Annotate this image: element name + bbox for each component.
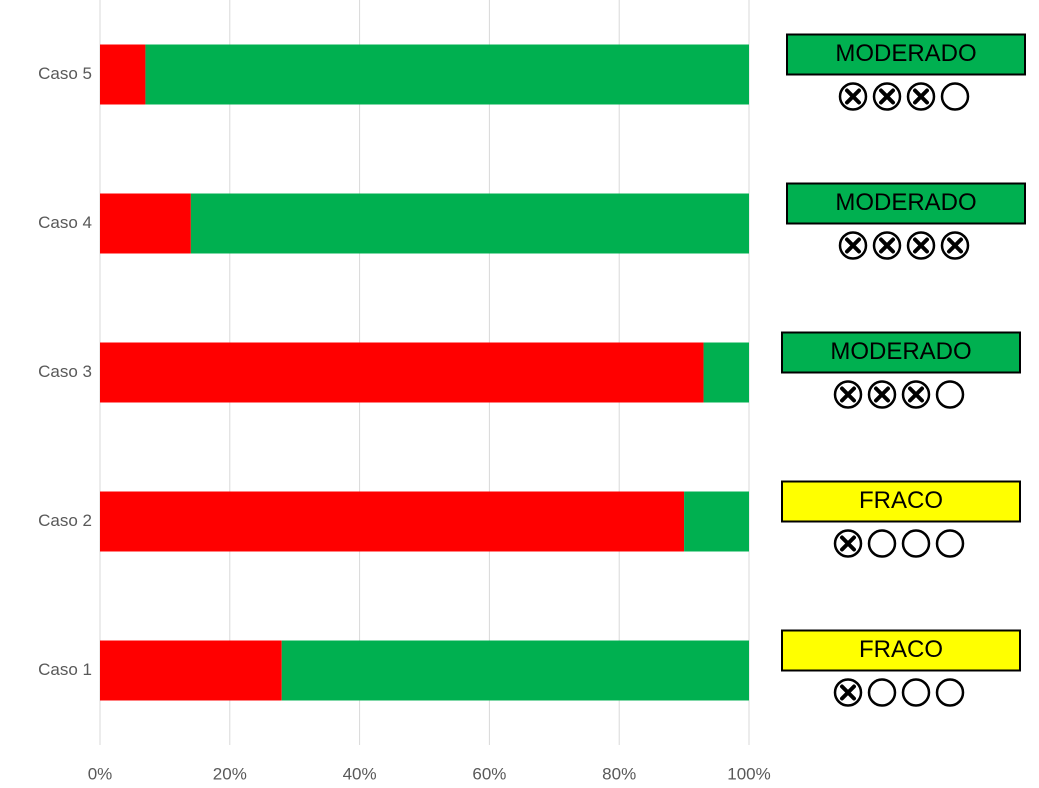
- cross: [845, 88, 861, 105]
- rating-label: FRACO: [859, 487, 943, 514]
- x-tick-label: 100%: [727, 764, 770, 783]
- y-tick-label: Caso 1: [38, 660, 92, 679]
- crossed-circle: [872, 231, 902, 260]
- bar-segment: [100, 491, 685, 552]
- crossed-circle: [833, 529, 863, 558]
- rating-label: MODERADO: [835, 189, 976, 216]
- circle: [901, 678, 931, 707]
- x-tick-label: 20%: [213, 764, 247, 783]
- rating-badge: [786, 182, 1026, 225]
- empty-circle: [901, 678, 931, 707]
- bar-segment: [100, 193, 191, 254]
- empty-circle: [935, 678, 965, 707]
- y-tick-label: Caso 4: [38, 213, 92, 232]
- circle: [935, 678, 965, 707]
- circle: [901, 529, 931, 558]
- cross: [845, 237, 861, 254]
- y-tick-label: Caso 2: [38, 511, 92, 530]
- crossed-circle: [833, 678, 863, 707]
- circle: [867, 678, 897, 707]
- circle: [940, 82, 970, 111]
- rating-badge: [781, 480, 1021, 523]
- cross: [840, 535, 856, 552]
- crossed-circle: [838, 231, 868, 260]
- circle: [935, 529, 965, 558]
- bar-segment: [190, 193, 750, 254]
- bar-segment: [684, 491, 749, 552]
- circle: [935, 380, 965, 409]
- crossed-circle: [901, 380, 931, 409]
- empty-circle: [867, 678, 897, 707]
- empty-circle: [935, 380, 965, 409]
- cross: [840, 684, 856, 701]
- circle: [867, 529, 897, 558]
- crossed-circle: [867, 380, 897, 409]
- bar-segment: [281, 640, 749, 701]
- crossed-circle: [906, 82, 936, 111]
- cross: [913, 237, 929, 254]
- bar-segment: [100, 44, 146, 105]
- rating-badge: [781, 629, 1021, 672]
- x-tick-label: 60%: [472, 764, 506, 783]
- empty-circle: [935, 529, 965, 558]
- x-tick-label: 40%: [343, 764, 377, 783]
- bar-segment: [100, 640, 282, 701]
- rating-label: MODERADO: [835, 40, 976, 67]
- x-tick-label: 80%: [602, 764, 636, 783]
- crossed-circle: [872, 82, 902, 111]
- crossed-circle: [940, 231, 970, 260]
- crossed-circle: [838, 82, 868, 111]
- crossed-circle: [833, 380, 863, 409]
- bar-segment: [100, 342, 704, 403]
- cross: [913, 88, 929, 105]
- cross: [874, 386, 890, 403]
- empty-circle: [867, 529, 897, 558]
- rating-badge: [786, 33, 1026, 76]
- crossed-circle: [906, 231, 936, 260]
- rating-label: FRACO: [859, 636, 943, 663]
- rating-label: MODERADO: [830, 338, 971, 365]
- y-tick-label: Caso 5: [38, 64, 92, 83]
- bar-segment: [145, 44, 749, 105]
- empty-circle: [940, 82, 970, 111]
- rating-badge: [781, 331, 1021, 374]
- bar-segment: [703, 342, 749, 403]
- y-tick-label: Caso 3: [38, 362, 92, 381]
- cross: [879, 88, 895, 105]
- empty-circle: [901, 529, 931, 558]
- cross: [908, 386, 924, 403]
- x-tick-label: 0%: [88, 764, 113, 783]
- cross: [947, 237, 963, 254]
- cross: [879, 237, 895, 254]
- cross: [840, 386, 856, 403]
